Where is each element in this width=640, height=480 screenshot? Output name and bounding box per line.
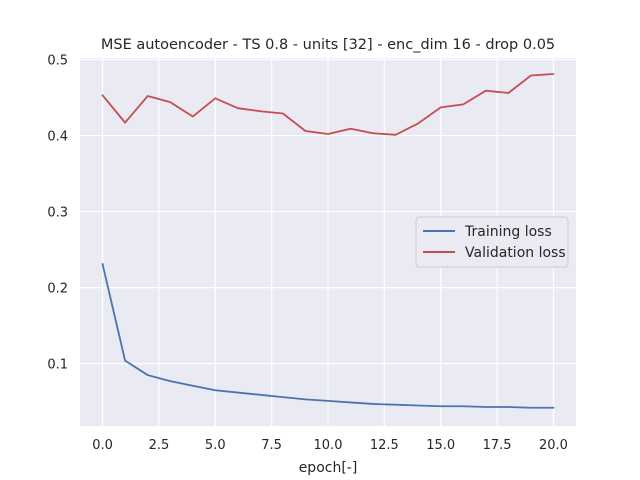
x-tick-label: 2.5 — [149, 438, 170, 453]
chart-title: MSE autoencoder - TS 0.8 - units [32] - … — [101, 37, 555, 53]
y-tick-label: 0.1 — [47, 358, 68, 373]
x-tick-label: 12.5 — [370, 438, 399, 453]
x-gridlines — [101, 58, 555, 426]
y-tick-labels: 0.1 0.2 0.3 0.4 0.5 — [47, 54, 68, 373]
legend: Training loss Validation loss — [415, 216, 569, 268]
x-tick-labels: 0.0 2.5 5.0 7.5 10.0 12.5 15.0 17.5 20.0 — [92, 438, 568, 453]
x-axis-label: epoch[-] — [299, 460, 358, 476]
y-tick-label: 0.3 — [47, 206, 68, 221]
series-lines — [101, 73, 555, 409]
y-gridlines — [80, 58, 576, 365]
x-tick-label: 15.0 — [426, 438, 455, 453]
x-tick-label: 10.0 — [314, 438, 343, 453]
x-tick-label: 17.5 — [483, 438, 512, 453]
x-tick-label: 7.5 — [261, 438, 282, 453]
y-tick-label: 0.4 — [47, 130, 68, 145]
x-tick-label: 20.0 — [539, 438, 568, 453]
legend-label-validation: Validation loss — [465, 245, 566, 261]
series-line-training-loss — [101, 263, 555, 409]
y-tick-label: 0.5 — [47, 54, 68, 69]
legend-box — [415, 216, 569, 268]
legend-label-training: Training loss — [464, 224, 552, 240]
y-tick-label: 0.2 — [47, 282, 68, 297]
x-tick-label: 5.0 — [205, 438, 226, 453]
series-line-validation-loss — [101, 73, 555, 136]
x-tick-label: 0.0 — [92, 438, 113, 453]
